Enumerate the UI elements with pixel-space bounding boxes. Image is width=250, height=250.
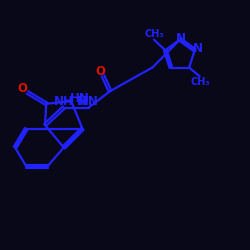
Text: O: O (96, 65, 106, 78)
Text: N: N (77, 95, 87, 108)
Text: HN: HN (79, 95, 99, 108)
Text: O: O (18, 82, 28, 94)
Text: HN: HN (70, 92, 90, 105)
Text: CH₃: CH₃ (190, 77, 210, 87)
Text: NH: NH (54, 95, 74, 108)
Text: N: N (176, 32, 186, 46)
Text: CH₃: CH₃ (144, 29, 164, 39)
Text: N: N (193, 42, 203, 56)
